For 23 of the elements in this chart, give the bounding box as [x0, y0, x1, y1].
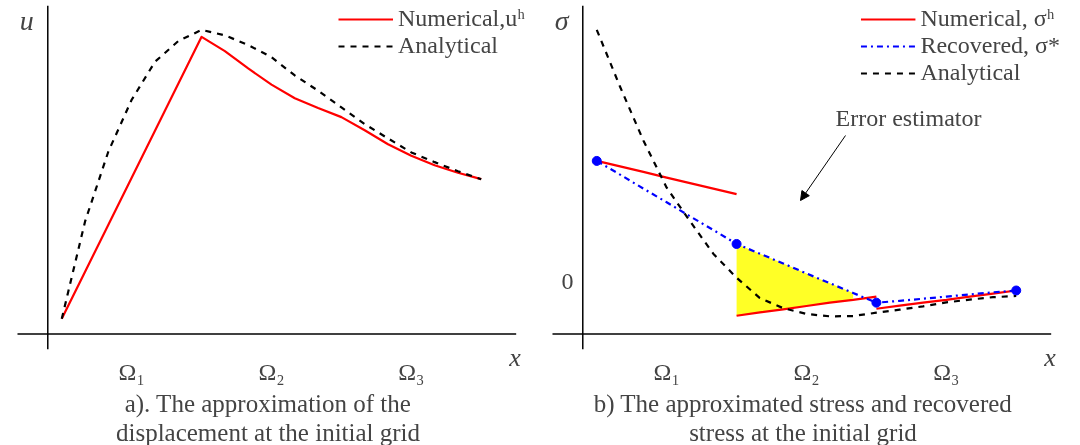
legend-label: Recovered, σ* [920, 32, 1060, 59]
y-axis-title: σ [554, 4, 570, 36]
annotation: Error estimator [835, 104, 982, 131]
x-tick-label: Ω₃ [398, 358, 425, 385]
x-tick-label: Ω₂ [258, 358, 285, 385]
x-tick-label: Ω₁ [653, 358, 680, 385]
legend-label: Analytical [920, 59, 1021, 86]
x-tick-label: Ω₂ [793, 358, 820, 385]
legend-label: Numerical, σʰ [920, 5, 1055, 32]
point [871, 297, 882, 308]
text: a). The approximation of the displacement at the initial grid [115, 389, 421, 445]
point [731, 238, 742, 249]
text: b) The approximated stress and recovered stress at the initial grid [593, 389, 1013, 445]
legend-label: Numerical,uʰ [398, 5, 525, 32]
legend-label: Analytical [398, 32, 498, 59]
y-axis-title: u [19, 4, 34, 36]
point [591, 155, 602, 166]
x-axis-title: x [508, 343, 522, 372]
text: 0 [561, 267, 574, 294]
x-tick-label: Ω₃ [933, 358, 960, 385]
x-tick-label: Ω₁ [118, 358, 145, 385]
x-axis-title: x [1043, 343, 1057, 372]
point [1011, 285, 1022, 296]
